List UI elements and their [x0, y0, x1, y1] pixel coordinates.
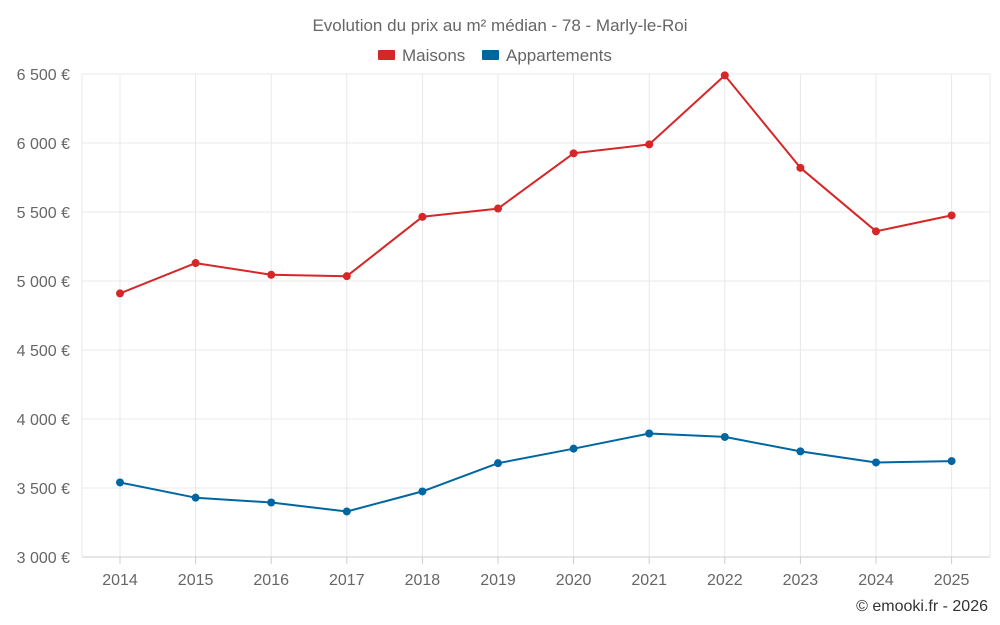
data-point-maisons [494, 204, 502, 213]
x-tick-label: 2017 [329, 572, 365, 589]
legend-swatch-appartements [482, 50, 499, 60]
data-point-appartements [645, 429, 654, 438]
data-point-maisons [947, 211, 956, 220]
x-tick-label: 2018 [405, 572, 441, 589]
legend-label-appartements: Appartements [506, 46, 612, 65]
chart-title: Evolution du prix au m² médian - 78 - Ma… [312, 16, 687, 35]
data-point-appartements [342, 507, 351, 516]
legend-item-maisons[interactable]: Maisons [378, 46, 465, 65]
data-point-maisons [796, 163, 805, 172]
legend-swatch-maisons [378, 50, 395, 60]
data-point-appartements [720, 432, 729, 441]
grid [81, 73, 991, 557]
credit-text: © emooki.fr - 2026 [856, 598, 988, 615]
series-line-appartements [119, 432, 952, 513]
data-point-maisons [645, 140, 654, 149]
y-tick-label: 5 500 € [17, 205, 70, 222]
y-tick-label: 4 500 € [17, 343, 70, 360]
data-point-appartements [796, 447, 805, 456]
data-point-appartements [267, 498, 276, 507]
data-point-appartements [569, 444, 578, 453]
y-tick-label: 4 000 € [17, 412, 70, 429]
x-tick-label: 2024 [858, 572, 894, 589]
data-point-appartements [947, 457, 956, 466]
series-line-maisons [119, 74, 952, 295]
legend-label-maisons: Maisons [402, 46, 465, 65]
data-point-appartements [116, 478, 124, 487]
series [116, 71, 956, 516]
x-tick-label: 2021 [631, 572, 667, 589]
data-point-maisons [418, 212, 427, 221]
data-point-maisons [267, 270, 276, 279]
data-point-appartements [872, 458, 880, 467]
data-point-maisons [872, 227, 880, 236]
x-tick-label: 2023 [783, 572, 819, 589]
x-tick-label: 2015 [178, 572, 214, 589]
data-point-maisons [342, 272, 351, 281]
y-tick-label: 6 500 € [17, 67, 70, 84]
x-tick-label: 2022 [707, 572, 743, 589]
y-tick-label: 6 000 € [17, 136, 70, 153]
y-tick-label: 3 000 € [17, 550, 70, 567]
x-tick-label: 2019 [480, 572, 516, 589]
axes: 3 000 € 3 500 € 4 000 € 4 500 € 5 000 € 5 500… [17, 67, 990, 589]
data-point-maisons [720, 71, 729, 80]
x-tick-label: 2016 [253, 572, 289, 589]
y-tick-label: 5 000 € [17, 274, 70, 291]
y-tick-label: 3 500 € [17, 481, 70, 498]
data-point-appartements [494, 459, 502, 468]
data-point-appartements [418, 487, 427, 496]
legend: Maisons Appartements [378, 46, 612, 65]
x-tick-label: 2014 [102, 572, 138, 589]
x-tick-label: 2025 [934, 572, 970, 589]
data-point-maisons [569, 149, 578, 158]
data-point-maisons [191, 259, 200, 268]
legend-item-appartements[interactable]: Appartements [482, 46, 612, 65]
data-point-maisons [116, 289, 124, 298]
x-tick-label: 2020 [556, 572, 592, 589]
data-point-appartements [191, 493, 200, 502]
